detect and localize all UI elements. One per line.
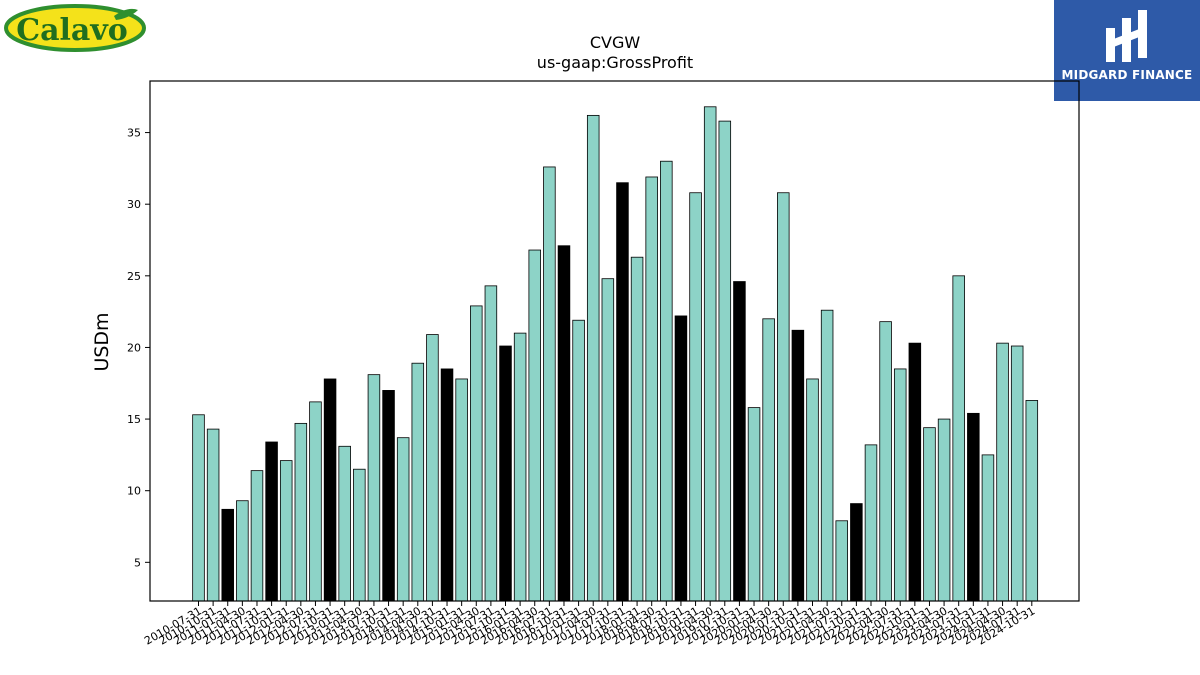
bar-2021-10-31 bbox=[850, 503, 863, 602]
bar-2024-01-31 bbox=[981, 454, 995, 602]
y-tick-label: 35 bbox=[127, 127, 141, 140]
bar-2010-10-31 bbox=[206, 428, 220, 602]
midgard-finance-text: MIDGARD FINANCE bbox=[1061, 68, 1193, 82]
bar-2020-10-31 bbox=[791, 329, 805, 602]
y-axis: 5 10 15 20 25 30 35 bbox=[127, 127, 150, 569]
midgard-finance-logo: MIDGARD FINANCE bbox=[1054, 0, 1200, 101]
y-tick-label: 15 bbox=[127, 413, 141, 426]
y-tick-label: 10 bbox=[127, 485, 141, 498]
bar-2024-10-31 bbox=[1025, 400, 1039, 602]
bar-2011-10-31 bbox=[265, 441, 278, 602]
bar-2018-01-31 bbox=[630, 256, 644, 602]
bar-2015-01-31 bbox=[455, 378, 468, 602]
bar-2017-10-31 bbox=[616, 182, 629, 602]
bar-2012-01-31 bbox=[279, 460, 293, 602]
bar-2014-04-30 bbox=[411, 362, 425, 602]
bar-2017-04-30 bbox=[586, 114, 600, 602]
bar-2011-01-31 bbox=[221, 508, 234, 602]
bar-2018-10-31 bbox=[674, 315, 688, 602]
bar-2014-07-31 bbox=[426, 334, 439, 602]
bar-2016-07-31 bbox=[543, 166, 556, 602]
bar-2023-04-30 bbox=[937, 418, 951, 602]
bar-2010-07-31 bbox=[192, 414, 205, 602]
x-axis: 2010-07-312010-10-312011-01-312011-04-30… bbox=[142, 601, 1037, 648]
bar-2012-04-30 bbox=[294, 422, 308, 602]
bar-2014-10-31 bbox=[440, 368, 454, 602]
bar-2015-07-31 bbox=[484, 285, 498, 602]
bar-2013-04-30 bbox=[353, 468, 366, 602]
bar-2021-04-30 bbox=[820, 309, 834, 602]
y-axis-label: USDm bbox=[91, 312, 113, 371]
bar-2014-01-31 bbox=[396, 437, 410, 602]
bar-2017-01-31 bbox=[572, 319, 585, 602]
bar-2020-07-31 bbox=[777, 192, 790, 602]
bar-2020-01-31 bbox=[747, 407, 761, 602]
bar-2017-07-31 bbox=[601, 278, 615, 602]
bar-2024-04-30 bbox=[996, 342, 1009, 602]
y-tick-label: 30 bbox=[127, 198, 141, 211]
bar-2023-01-31 bbox=[923, 427, 936, 602]
chart-title: CVGW bbox=[590, 33, 641, 52]
calavo-logo-text: Calavo bbox=[16, 13, 128, 48]
bar-2023-10-31 bbox=[967, 412, 980, 602]
bar-2011-04-30 bbox=[236, 500, 249, 602]
calavo-logo: Calavo bbox=[4, 4, 146, 52]
bar-2016-01-31 bbox=[513, 332, 527, 602]
bar-2016-04-30 bbox=[528, 249, 542, 602]
chart-subtitle: us-gaap:GrossProfit bbox=[537, 53, 693, 72]
bar-2011-07-31 bbox=[250, 470, 264, 602]
bar-2020-04-30 bbox=[762, 318, 775, 602]
bar-2019-04-30 bbox=[703, 106, 717, 602]
bar-2022-04-30 bbox=[879, 321, 892, 602]
bar-2018-07-31 bbox=[660, 160, 673, 602]
bar-2012-10-31 bbox=[323, 378, 337, 602]
bar-2018-04-30 bbox=[645, 176, 658, 602]
bar-2021-07-31 bbox=[835, 520, 849, 602]
bar-2013-07-31 bbox=[367, 374, 381, 602]
bar-2022-01-31 bbox=[864, 444, 878, 602]
plot-frame bbox=[149, 80, 1080, 602]
bar-2015-10-31 bbox=[499, 345, 512, 602]
midgard-mark-icon bbox=[1106, 10, 1147, 62]
bar-2019-10-31 bbox=[733, 281, 746, 602]
bar-2024-07-31 bbox=[1010, 345, 1024, 602]
y-tick-label: 25 bbox=[127, 270, 141, 283]
y-tick-label: 5 bbox=[134, 556, 141, 569]
bar-2012-07-31 bbox=[309, 401, 322, 602]
bar-2023-07-31 bbox=[952, 275, 965, 602]
bars-group bbox=[192, 106, 1039, 602]
bar-2022-07-31 bbox=[893, 368, 907, 602]
bar-2013-10-31 bbox=[382, 390, 395, 602]
bar-2022-10-31 bbox=[908, 342, 922, 602]
y-tick-label: 20 bbox=[127, 341, 141, 354]
bar-2016-10-31 bbox=[557, 245, 571, 602]
bar-2013-01-31 bbox=[338, 445, 351, 602]
bar-2019-07-31 bbox=[718, 120, 732, 602]
bar-2019-01-31 bbox=[689, 192, 702, 602]
bar-2015-04-30 bbox=[470, 305, 483, 602]
bar-2021-01-31 bbox=[806, 378, 819, 602]
